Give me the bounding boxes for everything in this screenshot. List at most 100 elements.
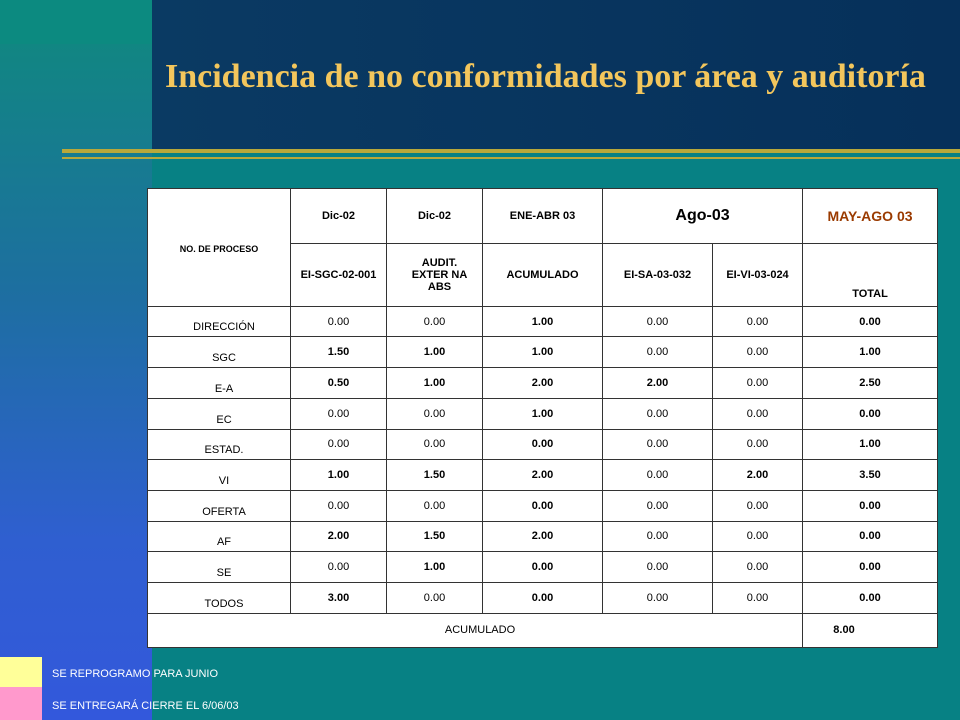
table-cell: 0.00 (711, 397, 804, 430)
table-cell: 0.00 (711, 581, 804, 614)
table-cell: 0.00 (602, 428, 713, 461)
table-cell: 0.00 (290, 305, 387, 338)
table-cell: 0.00 (290, 428, 387, 461)
row-label: EC (147, 397, 291, 430)
accumulated-label: ACUMULADO (146, 612, 804, 649)
table-row: SGC 1.50 1.00 1.00 0.00 0.00 1.00 (147, 336, 939, 369)
table-row: DIRECCIÓN 0.00 0.00 1.00 0.00 0.00 0.00 (147, 305, 939, 338)
audit-header: AUDIT. EXTER NA ABS (386, 243, 483, 307)
table-row: VI 1.00 1.50 2.00 0.00 2.00 3.50 (147, 459, 939, 491)
title-divider-thin (62, 157, 960, 159)
table-cell: 0.00 (290, 551, 387, 583)
table-cell: 0.00 (386, 581, 483, 614)
table-row: EC 0.00 0.00 1.00 0.00 0.00 0.00 (147, 397, 939, 430)
table-cell: 1.00 (290, 459, 387, 491)
table-cell: 1.50 (290, 336, 387, 369)
table-cell: 0.00 (711, 367, 804, 399)
table-cell: 0.00 (711, 551, 804, 583)
background-corner-block (0, 0, 152, 44)
table-cell: 0.00 (602, 305, 713, 338)
table-cell: 0.00 (711, 489, 804, 522)
table-cell: 0.00 (482, 551, 603, 583)
table-cell: 1.00 (386, 367, 483, 399)
row-label: AF (147, 520, 291, 553)
period-header: MAY-AGO 03 (802, 187, 939, 245)
table-row: SE 0.00 1.00 0.00 0.00 0.00 0.00 (147, 551, 939, 583)
row-label: TODOS (147, 581, 291, 614)
table-cell: 1.00 (482, 336, 603, 369)
period-header: ENE-ABR 03 (482, 187, 603, 245)
table-cell: 0.00 (711, 305, 804, 338)
table-cell: 0.00 (711, 428, 804, 461)
table-row: ESTAD. 0.00 0.00 0.00 0.00 0.00 1.00 (147, 428, 939, 461)
table-cell: 0.00 (711, 336, 804, 369)
table-cell: 0.00 (290, 397, 387, 430)
row-label: SGC (147, 336, 291, 369)
audit-header: ACUMULADO (482, 243, 603, 307)
table-cell: 1.50 (386, 520, 483, 553)
legend-pink-note: SE ENTREGARÁ CIERRE EL 6/06/03 (52, 700, 239, 712)
process-header: NO. DE PROCESO (147, 188, 291, 307)
table-row: E-A 0.50 1.00 2.00 2.00 0.00 2.50 (147, 367, 939, 399)
row-label: E-A (147, 367, 291, 399)
table-cell: 0.00 (802, 305, 939, 338)
title-divider-thick (62, 149, 960, 153)
table-cell: 0.00 (802, 581, 939, 614)
table-cell: 0.00 (602, 397, 713, 430)
accumulated-row: ACUMULADO 8.00 (146, 612, 939, 649)
header-row-audits: EI-SGC-02-001 AUDIT. EXTER NA ABS ACUMUL… (148, 243, 939, 307)
table-cell: 0.00 (711, 520, 804, 553)
table-cell: 3.00 (290, 581, 387, 614)
header-row-periods: NO. DE PROCESO Dic-02 Dic-02 ENE-ABR 03 … (147, 187, 939, 307)
period-header: Ago-03 (601, 187, 804, 245)
page-title: Incidencia de no conformidades por área … (165, 58, 926, 95)
table-row: TODOS 3.00 0.00 0.00 0.00 0.00 0.00 (147, 581, 939, 614)
table-cell: 1.00 (386, 336, 483, 369)
legend-pink-swatch (0, 687, 42, 720)
table-cell: 1.00 (802, 336, 939, 369)
table-cell: 1.50 (386, 459, 483, 491)
table-cell: 0.00 (602, 489, 713, 522)
table-cell: 1.00 (482, 397, 603, 430)
nonconformity-table: NO. DE PROCESO Dic-02 Dic-02 ENE-ABR 03 … (146, 187, 939, 649)
table-cell: 0.00 (802, 520, 939, 553)
table-cell: 0.00 (482, 428, 603, 461)
table-cell: 2.00 (602, 367, 713, 399)
table-cell: 2.50 (802, 367, 939, 399)
table-cell: 0.50 (290, 367, 387, 399)
table-row: AF 2.00 1.50 2.00 0.00 0.00 0.00 (147, 520, 939, 553)
table-cell: 0.00 (482, 489, 603, 522)
table-cell: 2.00 (482, 459, 603, 491)
accumulated-total: 8.00 (802, 612, 939, 649)
row-label: SE (147, 551, 291, 583)
table-cell: 0.00 (386, 428, 483, 461)
table-cell: 0.00 (802, 489, 939, 522)
background-left-panel (0, 0, 152, 720)
table-cell: 2.00 (290, 520, 387, 553)
table-cell: 0.00 (802, 551, 939, 583)
table-cell: 0.00 (482, 581, 603, 614)
table-cell: 0.00 (602, 520, 713, 553)
table-cell: 1.00 (386, 551, 483, 583)
table-cell: 0.00 (802, 397, 939, 430)
table-cell: 0.00 (602, 459, 713, 491)
period-header: Dic-02 (386, 187, 483, 245)
row-label: ESTAD. (147, 428, 291, 461)
audit-header: TOTAL (802, 243, 939, 307)
table-cell: 3.50 (802, 459, 939, 491)
row-label: VI (147, 459, 291, 491)
period-header: Dic-02 (290, 187, 387, 245)
row-label: OFERTA (147, 489, 291, 522)
table-cell: 0.00 (602, 336, 713, 369)
audit-header: EI-SGC-02-001 (290, 243, 387, 307)
row-label: DIRECCIÓN (147, 305, 291, 338)
legend-yellow-note: SE REPROGRAMO PARA JUNIO (52, 668, 219, 680)
table-cell: 1.00 (482, 305, 603, 338)
table-cell: 0.00 (290, 489, 387, 522)
table-cell: 0.00 (386, 397, 483, 430)
table-cell: 0.00 (386, 305, 483, 338)
audit-header: EI-VI-03-024 (711, 243, 804, 307)
table-row: OFERTA 0.00 0.00 0.00 0.00 0.00 0.00 (147, 489, 939, 522)
table-cell: 2.00 (711, 459, 804, 491)
legend-yellow-swatch (0, 657, 42, 687)
